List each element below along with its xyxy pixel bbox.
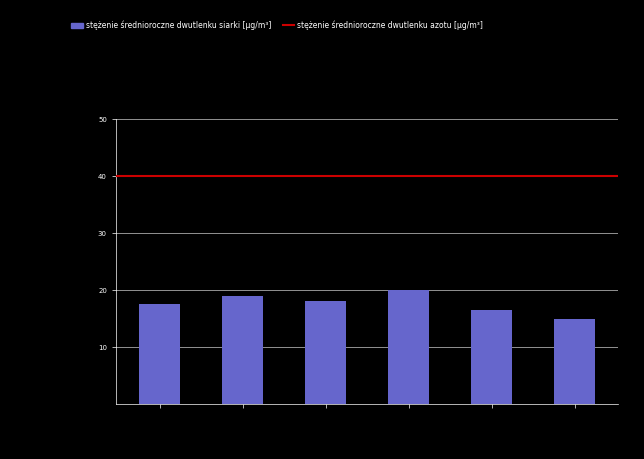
Bar [222,296,263,404]
Bar [471,310,513,404]
Bar [388,290,430,404]
Bar [554,319,596,404]
Bar [138,304,180,404]
Legend: stężenie średnioroczne dwutlenku siarki [μg/m³], stężenie średnioroczne dwutlenk: stężenie średnioroczne dwutlenku siarki … [68,17,486,33]
Bar [305,302,346,404]
